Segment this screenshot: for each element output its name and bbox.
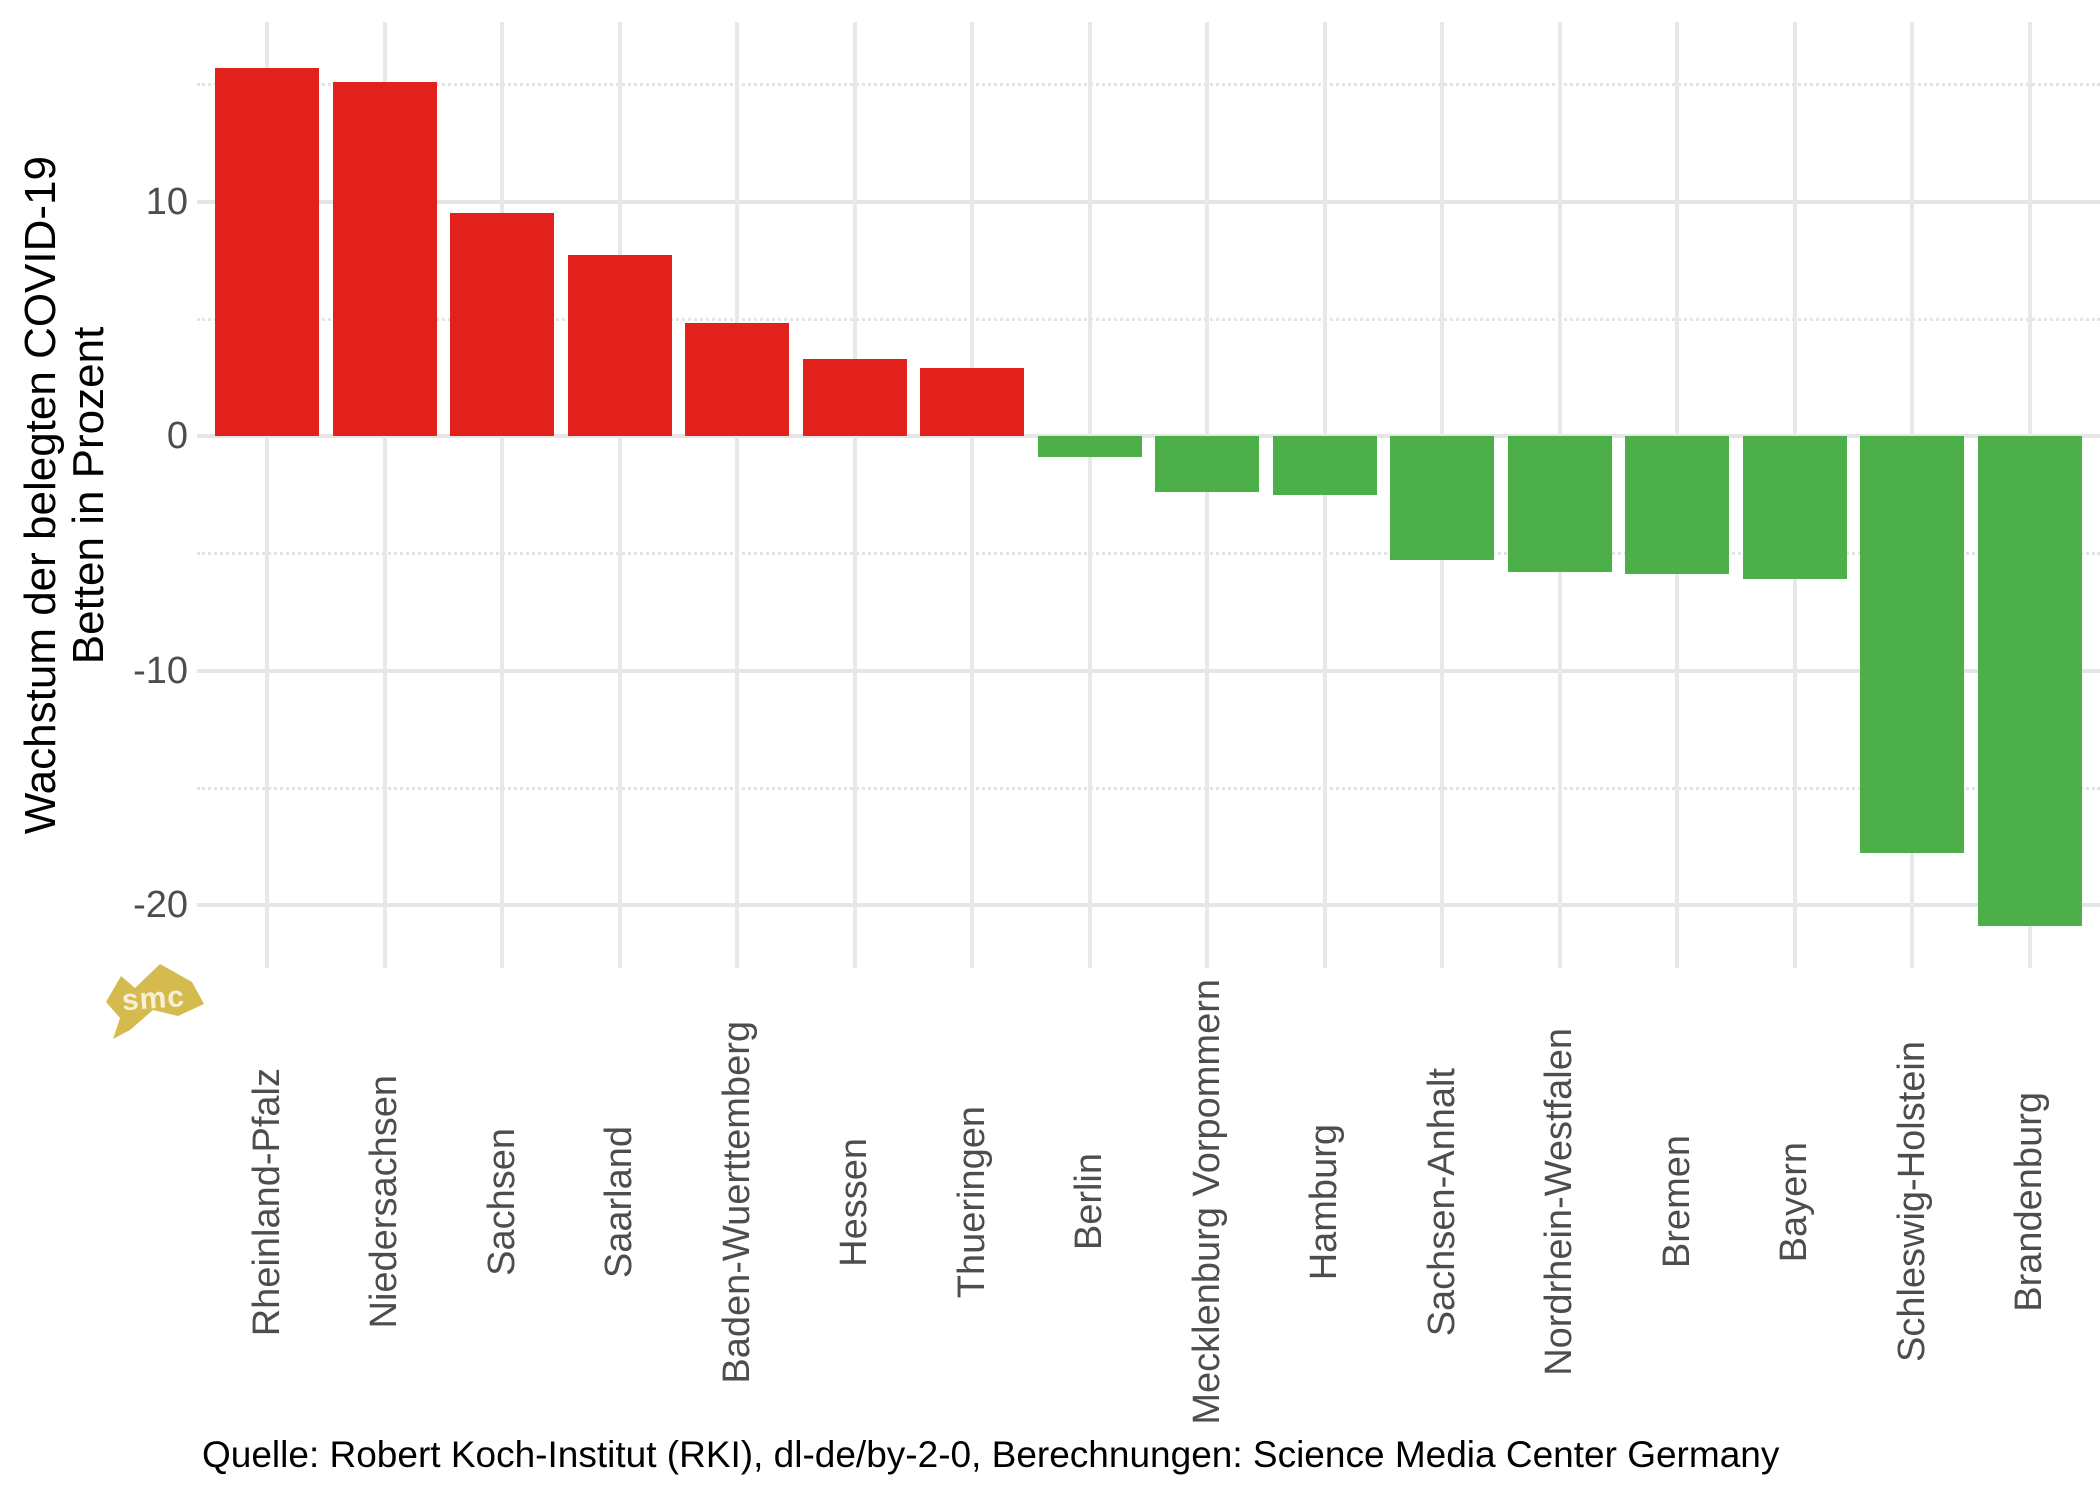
y-axis-title-line1: Wachstum der belegten COVID-19 [16, 155, 65, 835]
smc-logo: smc [106, 964, 204, 1039]
x-axis-label-text: Bayern [1773, 1141, 1816, 1263]
gridline-col [735, 22, 740, 968]
y-tick-label: 0 [166, 415, 188, 457]
gridline-col [1087, 22, 1092, 968]
bar [1742, 436, 1847, 580]
bar [1625, 436, 1730, 575]
gridline-minor-y15 [197, 83, 2100, 87]
x-axis-label: Niedersachsen [355, 968, 415, 1436]
gridline-col [1322, 22, 1327, 968]
gridline-major-y-20 [197, 903, 2100, 907]
gridline-col [617, 22, 622, 968]
gridline-minor-y-15 [197, 786, 2100, 790]
y-tick-label: -20 [133, 884, 188, 926]
x-axis-label-text: Thueringen [950, 1105, 993, 1299]
x-axis-label-text: Nordrhein-Westfalen [1538, 1028, 1581, 1376]
x-axis-label: Thueringen [942, 968, 1002, 1436]
x-axis-label: Nordrhein-Westfalen [1530, 968, 1590, 1436]
x-axis-label-text: Schleswig-Holstein [1890, 1041, 1933, 1363]
bar [332, 81, 437, 436]
bar [567, 255, 672, 436]
x-axis-label: Brandenburg [2000, 968, 2060, 1436]
y-tick-label: 10 [145, 180, 188, 223]
bar [1155, 436, 1260, 493]
bar [802, 358, 907, 436]
x-axis-label: Sachsen [472, 968, 532, 1436]
gridline-col [500, 22, 505, 968]
bar [450, 213, 555, 436]
x-axis-label: Saarland [590, 968, 650, 1436]
bar [1977, 436, 2082, 927]
gridline-minor-y-5 [197, 552, 2100, 556]
bar [920, 367, 1025, 436]
x-axis-label-text: Hamburg [1303, 1123, 1346, 1281]
x-axis-label-text: Brandenburg [2008, 1092, 2051, 1312]
bar [1390, 436, 1495, 561]
gridline-col [382, 22, 387, 968]
x-axis-label: Hessen [825, 968, 885, 1436]
x-axis-label: Bremen [1647, 968, 1707, 1436]
gridline-major-y0 [197, 434, 2100, 438]
smc-logo-text: smc [121, 980, 186, 1017]
x-axis-label-text: Hessen [833, 1137, 876, 1267]
y-axis-title-text: Wachstum der belegten COVID-19 Betten in … [16, 155, 113, 835]
x-axis-label-text: Berlin [1068, 1153, 1111, 1251]
x-axis-label-text: Saarland [598, 1125, 641, 1279]
x-axis-label: Schleswig-Holstein [1882, 968, 1942, 1436]
gridline-major-y10 [197, 199, 2100, 204]
x-axis-label: Berlin [1060, 968, 1120, 1436]
y-axis-title-line2: Betten in Prozent [64, 326, 113, 664]
smc-logo-shape [106, 964, 204, 1039]
x-axis-label: Hamburg [1295, 968, 1355, 1436]
gridline-col [852, 22, 857, 968]
x-axis-label: Baden-Wuerttemberg [707, 968, 767, 1436]
bar [215, 67, 320, 436]
gridline-col [265, 22, 270, 968]
x-axis-label-text: Sachsen [480, 1128, 523, 1276]
gridline-col [1205, 22, 1210, 968]
bar [1860, 436, 1965, 854]
x-axis-label-text: Niedersachsen [363, 1075, 406, 1329]
x-axis-label-text: Baden-Wuerttemberg [715, 1020, 758, 1384]
plot-panel [197, 22, 2100, 968]
gridline-major-y-10 [197, 668, 2100, 673]
y-axis-title: Wachstum der belegten COVID-19 Betten in … [10, 22, 120, 968]
x-axis-label-text: Mecklenburg Vorpommern [1185, 979, 1228, 1425]
x-axis-label-text: Bremen [1655, 1135, 1698, 1269]
x-axis-label: Bayern [1765, 968, 1825, 1436]
x-axis-label: Mecklenburg Vorpommern [1177, 968, 1237, 1436]
x-axis-label-text: Rheinland-Pfalz [245, 1067, 288, 1337]
bar [1272, 436, 1377, 495]
gridline-col [970, 22, 975, 968]
gridline-minor-y5 [197, 317, 2100, 321]
x-axis-label: Rheinland-Pfalz [237, 968, 297, 1436]
caption: Quelle: Robert Koch-Institut (RKI), dl-d… [202, 1434, 1780, 1475]
x-axis-label: Sachsen-Anhalt [1412, 968, 1472, 1436]
bar [1037, 436, 1142, 458]
y-tick-label: -10 [133, 649, 188, 692]
x-axis-label-text: Sachsen-Anhalt [1420, 1067, 1463, 1337]
bar [685, 323, 790, 436]
bar [1507, 436, 1612, 572]
